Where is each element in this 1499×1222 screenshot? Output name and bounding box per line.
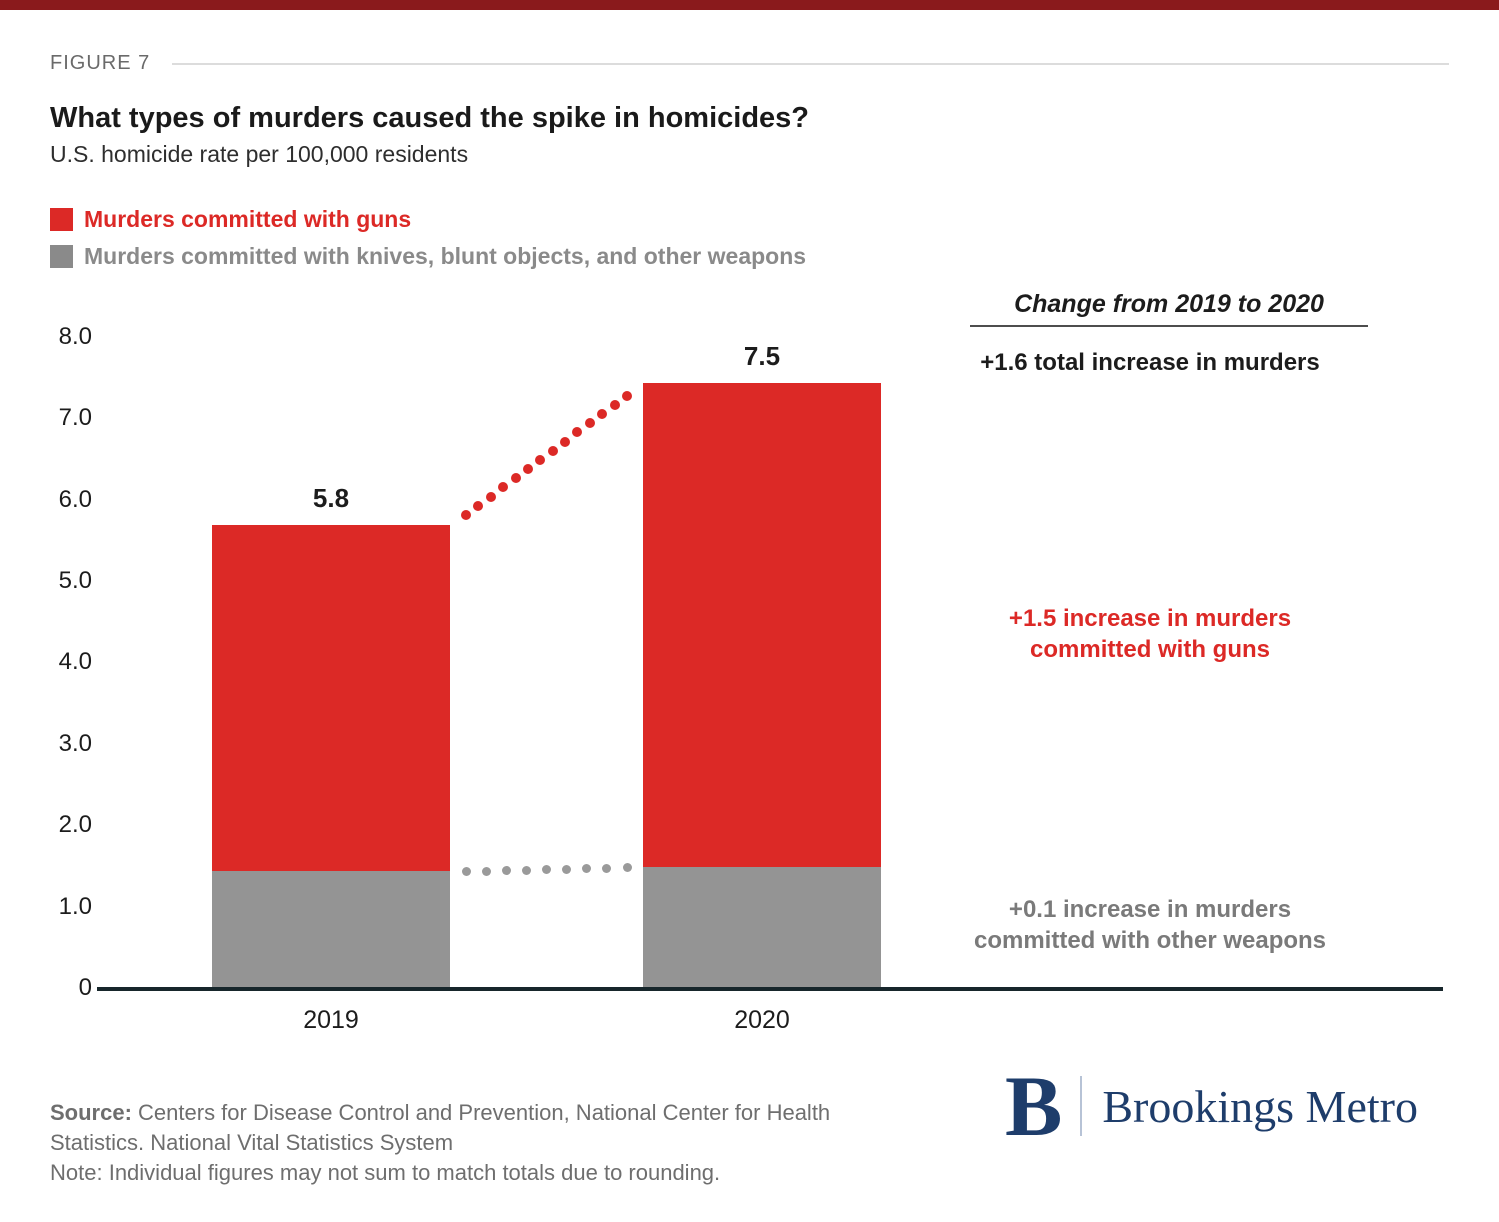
annotation-other-increase: +0.1 increase in murders committed with … <box>920 894 1380 956</box>
x-axis-label: 2020 <box>734 1006 790 1034</box>
y-tick-label: 5.0 <box>58 567 92 594</box>
legend-item-guns: Murders committed with guns <box>50 206 806 233</box>
dotted-connector-other <box>582 864 592 874</box>
rounding-note: Note: Individual figures may not sum to … <box>50 1158 900 1188</box>
y-tick-label: 8.0 <box>58 322 92 350</box>
dotted-connector-other <box>562 864 572 874</box>
legend-swatch-guns <box>50 208 73 231</box>
dotted-connector-guns <box>461 510 471 521</box>
figure-label: FIGURE 7 <box>50 52 151 74</box>
dotted-connector-guns <box>622 390 632 401</box>
legend-label-other: Murders committed with knives, blunt obj… <box>84 243 807 269</box>
change-panel-heading: Change from 2019 to 2020 <box>1014 290 1324 318</box>
y-tick-label: 7.0 <box>58 404 92 432</box>
dotted-connector-guns <box>510 473 521 484</box>
change-panel-rule <box>970 325 1368 327</box>
chart-subtitle: U.S. homicide rate per 100,000 residents <box>50 141 469 167</box>
logo-divider <box>1080 1076 1083 1136</box>
dotted-connector-guns <box>473 500 484 511</box>
dotted-connector-other <box>521 865 531 875</box>
dotted-connector-other <box>542 865 551 875</box>
dotted-connector-guns <box>560 436 571 447</box>
dotted-connector-other <box>602 863 612 873</box>
dotted-connector-guns <box>547 445 558 456</box>
bar-segment-guns <box>212 525 450 871</box>
legend-label-guns: Murders committed with guns <box>84 206 412 232</box>
y-tick-label: 2.0 <box>58 811 92 839</box>
dotted-connector-guns <box>498 482 509 493</box>
brookings-logo-b: B <box>1005 1058 1063 1154</box>
y-tick-label: 4.0 <box>58 648 92 676</box>
brookings-logo-text: Brookings Metro <box>1102 1080 1418 1132</box>
bar-total-label: 5.8 <box>312 483 350 514</box>
source-label: Source: <box>50 1100 132 1125</box>
brookings-logo: B Brookings Metro <box>1005 1058 1418 1154</box>
dotted-connector-guns <box>572 427 583 438</box>
chart-title: What types of murders caused the spike i… <box>50 102 810 134</box>
bar-segment-other <box>212 870 450 989</box>
y-tick-label: 3.0 <box>58 729 92 757</box>
y-tick-label: 0 <box>78 974 92 1001</box>
figure-rule <box>172 62 1449 65</box>
dotted-connector-guns <box>535 454 546 465</box>
annotation-guns-increase: +1.5 increase in murders committed with … <box>940 603 1360 665</box>
y-tick-label: 1.0 <box>58 892 92 920</box>
source-note: Source: Centers for Disease Control and … <box>50 1098 900 1158</box>
dotted-connector-guns <box>522 464 533 475</box>
dotted-connector-guns <box>485 491 496 502</box>
bar-total-label: 7.5 <box>743 340 781 371</box>
dotted-connector-guns <box>584 418 595 429</box>
dotted-connector-other <box>481 866 491 876</box>
figure-label-row: FIGURE 7 <box>50 52 1449 75</box>
annotation-other-line2: committed with other weapons <box>973 927 1327 954</box>
dotted-connector-guns <box>597 408 608 419</box>
annotation-total-increase: +1.6 total increase in murders <box>980 349 1320 376</box>
x-axis-label: 2019 <box>303 1006 359 1034</box>
legend-swatch-other <box>50 245 73 268</box>
bar-segment-other <box>643 866 881 989</box>
note-text: Individual figures may not sum to match … <box>102 1160 721 1185</box>
annotation-guns-line1: +1.5 increase in murders <box>1008 605 1292 632</box>
dotted-connector-other <box>622 863 632 873</box>
annotation-guns-line2: committed with guns <box>1030 636 1270 663</box>
source-text: Centers for Disease Control and Preventi… <box>50 1100 831 1155</box>
x-axis-line <box>97 987 1443 991</box>
bar-segment-guns <box>643 382 881 867</box>
annotation-other-line1: +0.1 increase in murders <box>1008 896 1292 923</box>
dotted-connector-guns <box>609 399 620 410</box>
note-label: Note: <box>50 1160 103 1185</box>
legend: Murders committed with guns Murders comm… <box>50 206 806 280</box>
top-accent-bar <box>0 0 1499 10</box>
legend-item-other: Murders committed with knives, blunt obj… <box>50 243 806 270</box>
y-tick-label: 6.0 <box>58 485 92 513</box>
dotted-connector-other <box>461 867 471 877</box>
dotted-connector-other <box>501 866 511 876</box>
